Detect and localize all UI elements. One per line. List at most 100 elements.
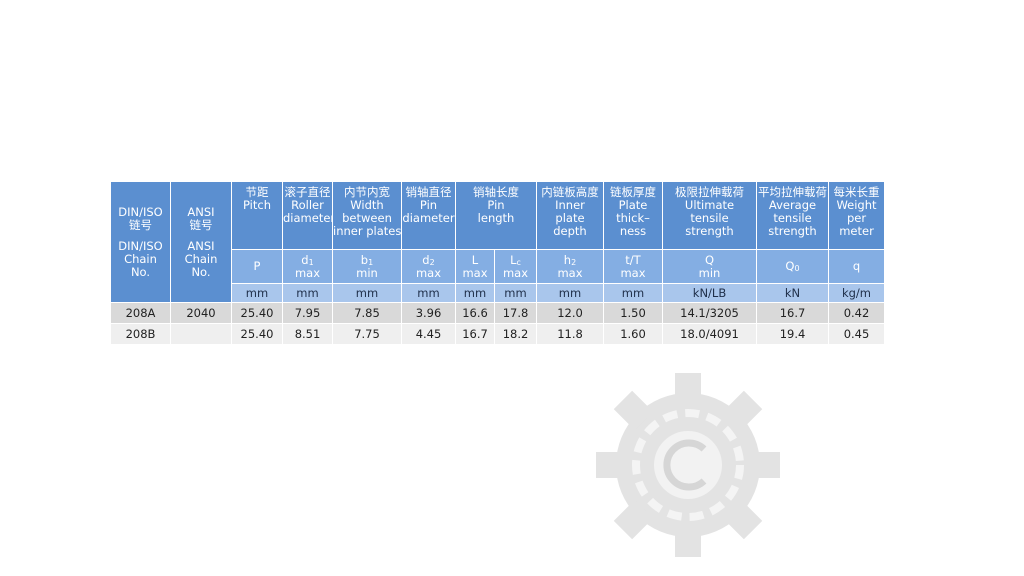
unit-cell: mm xyxy=(231,283,283,303)
data-cell: 3.96 xyxy=(401,302,456,324)
header-en: between xyxy=(342,211,392,225)
header-en: tensile xyxy=(690,211,729,225)
symbol-base: t/T xyxy=(625,252,641,267)
header-zh: 极限拉伸载荷 xyxy=(675,185,744,199)
data-cell: 208B xyxy=(110,323,171,345)
data-row: 208B 25.40 8.51 7.75 4.45 16.7 18.2 11.8 1.60 18.… xyxy=(110,323,885,345)
symbol: Lc xyxy=(496,253,536,267)
symbol-sub: 0 xyxy=(794,264,800,273)
symbol-cell: d2 max xyxy=(401,249,456,284)
header-en: depth xyxy=(553,224,587,238)
header-zh: ANSI xyxy=(187,204,215,219)
symbol: P xyxy=(233,259,282,273)
symbol-limit: min xyxy=(698,265,721,280)
header-cell: 平均拉伸载荷 Average tensile strength xyxy=(756,181,829,250)
data-cell: 1.50 xyxy=(603,302,663,324)
header-zh: 内链板高度 xyxy=(541,185,599,199)
unit-cell: mm xyxy=(282,283,333,303)
header-en: DIN/ISO xyxy=(118,238,163,253)
data-cell: 8.51 xyxy=(282,323,333,345)
symbol-cell: Lc max xyxy=(494,249,537,284)
header-cell: 节距 Pitch xyxy=(231,181,283,250)
header-en: plate xyxy=(555,211,585,225)
symbol: q xyxy=(830,259,884,273)
header-row: DIN/ISO 链号 DIN/ISO Chain No. ANSI 链号 ANSI Chain N… xyxy=(110,181,885,303)
symbol-cell: t/T max xyxy=(603,249,663,284)
header-zh: 链号 xyxy=(129,217,152,232)
symbol-limit: max xyxy=(462,265,488,280)
header-cell: 销轴长度 Pin length xyxy=(455,181,537,250)
header-en: strength xyxy=(768,224,817,238)
header-en: length xyxy=(477,211,515,225)
header-cell: 内链板高度 Inner plate depth xyxy=(536,181,604,250)
symbol-cell: d1 max xyxy=(282,249,333,284)
data-cell: 16.7 xyxy=(756,302,829,324)
data-cell: 19.4 xyxy=(756,323,829,345)
header-en: Average xyxy=(768,198,817,212)
symbol-base: b xyxy=(360,252,369,267)
symbol-cell: b1 min xyxy=(332,249,402,284)
header-cell: 链板厚度 Plate thick– ness xyxy=(603,181,663,250)
symbol: b1 xyxy=(334,252,401,267)
header-cell: 内节内宽 Width between inner plates xyxy=(332,181,402,250)
header-en: Width xyxy=(350,198,384,212)
symbol-base: d xyxy=(301,252,309,267)
header-en: diameter xyxy=(402,211,455,225)
header-zh: 内节内宽 xyxy=(344,185,390,199)
header-en: Plate xyxy=(618,198,648,212)
symbol-cell: P xyxy=(231,249,283,284)
data-cell: 25.40 xyxy=(231,302,283,324)
header-cell: DIN/ISO 链号 DIN/ISO Chain No. xyxy=(110,181,171,303)
header-en: No. xyxy=(191,264,211,279)
symbol-limit: max xyxy=(620,265,646,280)
header-zh: 节距 xyxy=(245,185,269,199)
symbol: d1 xyxy=(284,252,332,267)
data-cell: 16.7 xyxy=(455,323,495,345)
symbol-base: P xyxy=(253,259,261,273)
data-cell: 208A xyxy=(110,302,171,324)
header-en: Pin xyxy=(487,198,505,212)
unit-cell: mm xyxy=(401,283,456,303)
data-cell: 18.0/4091 xyxy=(662,323,757,345)
symbol-base: d xyxy=(422,252,430,267)
header-zh: 链板厚度 xyxy=(610,185,656,199)
symbol-base: q xyxy=(852,259,861,273)
header-zh: DIN/ISO xyxy=(118,204,163,219)
data-cell: 7.85 xyxy=(332,302,402,324)
header-en: Chain xyxy=(184,251,218,266)
symbol: t/T xyxy=(605,252,662,267)
symbol: d2 xyxy=(403,252,455,267)
unit-cell: kN xyxy=(756,283,829,303)
header-cell: 极限拉伸载荷 Ultimate tensile strength xyxy=(662,181,757,250)
data-cell: 25.40 xyxy=(231,323,283,345)
header-zh: 链号 xyxy=(189,217,213,232)
data-cell: 4.45 xyxy=(401,323,456,345)
header-en: Roller xyxy=(291,198,324,212)
data-cell: 2040 xyxy=(170,302,232,324)
data-cell: 16.6 xyxy=(455,302,495,324)
header-zh: 销轴长度 xyxy=(473,185,519,199)
header-cell: 销轴直径 Pin diameter xyxy=(401,181,456,250)
symbol-base: h xyxy=(563,252,572,267)
symbol-sub: c xyxy=(516,257,521,267)
symbol-cell: Q0 xyxy=(756,249,829,284)
symbol-limit: min xyxy=(356,265,378,280)
data-cell: 1.60 xyxy=(603,323,663,345)
header-en: ANSI xyxy=(187,238,215,253)
header-cell: 滚子直径 Roller diameter xyxy=(282,181,333,250)
empty-cell xyxy=(170,323,232,345)
symbol-limit: max xyxy=(415,265,442,280)
symbol-sub: 2 xyxy=(429,257,435,267)
symbol-cell: q xyxy=(828,249,885,284)
symbol-sub: 1 xyxy=(368,257,374,267)
data-cell: 0.45 xyxy=(828,323,885,345)
header-zh: 销轴直径 xyxy=(405,185,452,199)
unit-row: mm mm mm mm mm mm mm mm kN/LB kN kg/m xyxy=(111,283,885,303)
header-cell: 每米长重 Weight per meter xyxy=(828,181,885,250)
header-en: Pitch xyxy=(243,198,271,212)
header-en: inner plates xyxy=(333,224,402,238)
data-cell: 7.95 xyxy=(282,302,333,324)
header-zh: 滚子直径 xyxy=(284,185,331,199)
